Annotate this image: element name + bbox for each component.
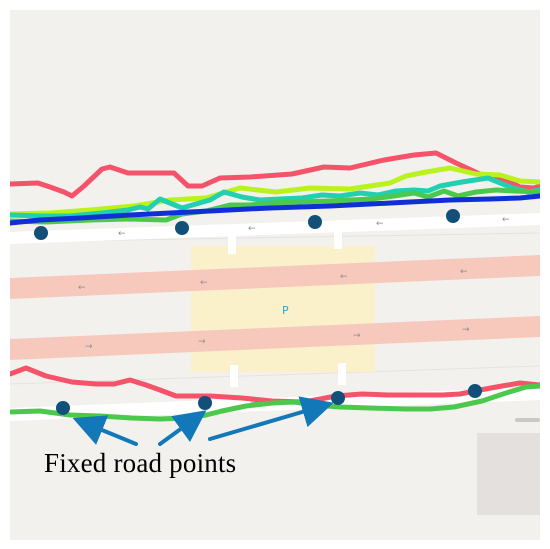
fixed-road-point xyxy=(56,401,70,415)
map-scale-marker xyxy=(515,418,540,422)
fixed-road-point xyxy=(34,226,48,240)
fixed-road-point xyxy=(446,209,460,223)
callout-arrow xyxy=(158,410,207,446)
svg-text:→: → xyxy=(462,325,470,335)
svg-text:←: ← xyxy=(248,224,256,234)
highway-lower xyxy=(10,316,540,360)
fixed-road-points xyxy=(34,209,482,415)
svg-text:→: → xyxy=(353,331,361,341)
trajectory-green-upper xyxy=(10,187,540,225)
svg-text:←: ← xyxy=(200,278,208,288)
trajectory-green-lower xyxy=(10,383,540,422)
trajectory-blue-upper xyxy=(10,193,540,226)
road-upper xyxy=(10,213,540,244)
parking-label: P xyxy=(282,304,289,317)
highway-upper xyxy=(10,255,540,299)
fixed-road-point xyxy=(468,384,482,398)
svg-text:→: → xyxy=(85,342,93,352)
map-view[interactable]: P ← ← ← ← ← ← ← ← → → → → → xyxy=(10,10,540,540)
legend-caption: Fixed road points xyxy=(44,448,237,478)
trajectory-red-lower xyxy=(10,365,540,405)
svg-text:→: → xyxy=(198,337,206,347)
building xyxy=(477,433,540,515)
parking-connectors xyxy=(228,230,346,387)
fixed-road-point xyxy=(308,215,322,229)
fixed-road-point xyxy=(331,391,345,405)
trajectory-lime-upper xyxy=(10,165,540,217)
svg-text:←: ← xyxy=(376,219,384,229)
svg-text:←: ← xyxy=(340,272,348,282)
callout-arrow xyxy=(208,396,334,441)
svg-text:←: ← xyxy=(502,215,510,225)
svg-text:←: ← xyxy=(78,283,86,293)
trajectories-lower xyxy=(10,365,540,422)
callout-arrow xyxy=(72,415,138,446)
trajectories-upper xyxy=(10,150,540,226)
map-canvas[interactable]: P ← ← ← ← ← ← ← ← → → → → → xyxy=(10,10,540,540)
fixed-road-point xyxy=(175,221,189,235)
fixed-road-point xyxy=(198,396,212,410)
svg-text:←: ← xyxy=(118,229,126,239)
svg-text:←: ← xyxy=(460,267,468,277)
trajectory-teal-upper xyxy=(10,175,540,219)
callout-arrows xyxy=(72,396,334,446)
